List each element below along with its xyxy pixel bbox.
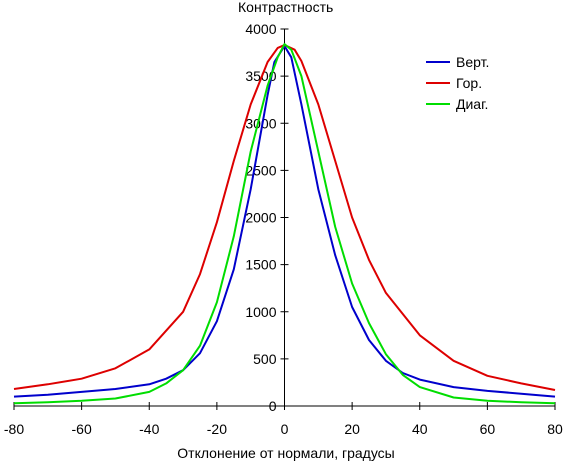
x-tick-label: -60: [72, 421, 92, 437]
x-tick-label: -20: [207, 421, 227, 437]
x-tick-label: 40: [412, 421, 428, 437]
y-tick-label: 3000: [245, 115, 276, 131]
legend: Верт. Гор. Диаг.: [426, 54, 489, 112]
legend-label: Гор.: [456, 75, 482, 91]
y-tick-label: 4000: [245, 21, 276, 37]
x-tick-label: 60: [480, 421, 496, 437]
legend-label: Диаг.: [456, 96, 488, 112]
y-tick-label: 1000: [245, 304, 276, 320]
y-tick-label: 1500: [245, 257, 276, 273]
x-tick-label: 80: [547, 421, 563, 437]
x-tick-label: -40: [139, 421, 159, 437]
y-axis-title: Контрастность: [238, 0, 333, 15]
y-tick-label: 2500: [245, 162, 276, 178]
series-line-2: [13, 43, 556, 405]
x-tick-label: -80: [4, 421, 24, 437]
y-tick-label: 0: [269, 398, 277, 414]
y-tick-label: 2000: [245, 210, 276, 226]
series-layer: [13, 43, 556, 405]
legend-label: Верт.: [456, 54, 489, 70]
x-axis-title: Отклонение от нормали, градусы: [177, 445, 394, 461]
x-tick-label: 0: [281, 421, 289, 437]
y-tick-label: 500: [253, 351, 277, 367]
x-tick-label: 20: [344, 421, 360, 437]
